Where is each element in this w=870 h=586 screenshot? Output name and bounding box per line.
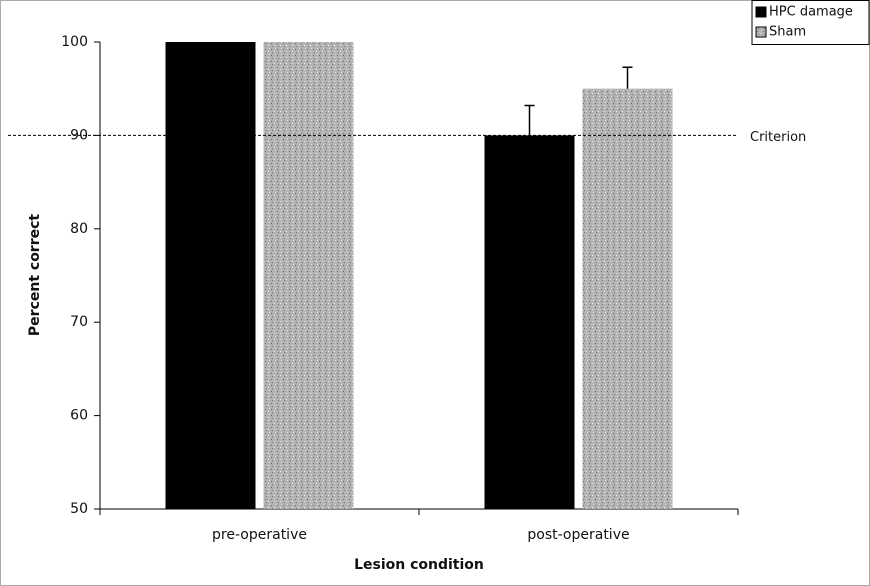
x-tick-label: post-operative [527, 527, 629, 543]
y-tick-label: 60 [70, 408, 88, 424]
y-tick-label: 80 [70, 221, 88, 237]
x-tick-label: pre-operative [212, 527, 307, 543]
y-tick-label: 70 [70, 314, 88, 330]
legend-label: HPC damage [769, 5, 853, 20]
bar [263, 42, 354, 509]
x-axis-label: Lesion condition [354, 557, 484, 573]
criterion-label: Criterion [750, 130, 806, 145]
legend-label: Sham [769, 25, 806, 40]
legend-box [751, 0, 870, 45]
bar [165, 42, 256, 509]
bar [484, 135, 575, 509]
legend-swatch [755, 6, 767, 18]
bar [582, 88, 673, 509]
legend-swatch [755, 26, 767, 38]
error-bar [524, 104, 535, 136]
y-tick-label: 50 [70, 501, 88, 517]
error-bar [622, 66, 633, 89]
y-tick-label: 100 [61, 34, 88, 50]
y-axis-label: Percent correct [27, 214, 43, 337]
